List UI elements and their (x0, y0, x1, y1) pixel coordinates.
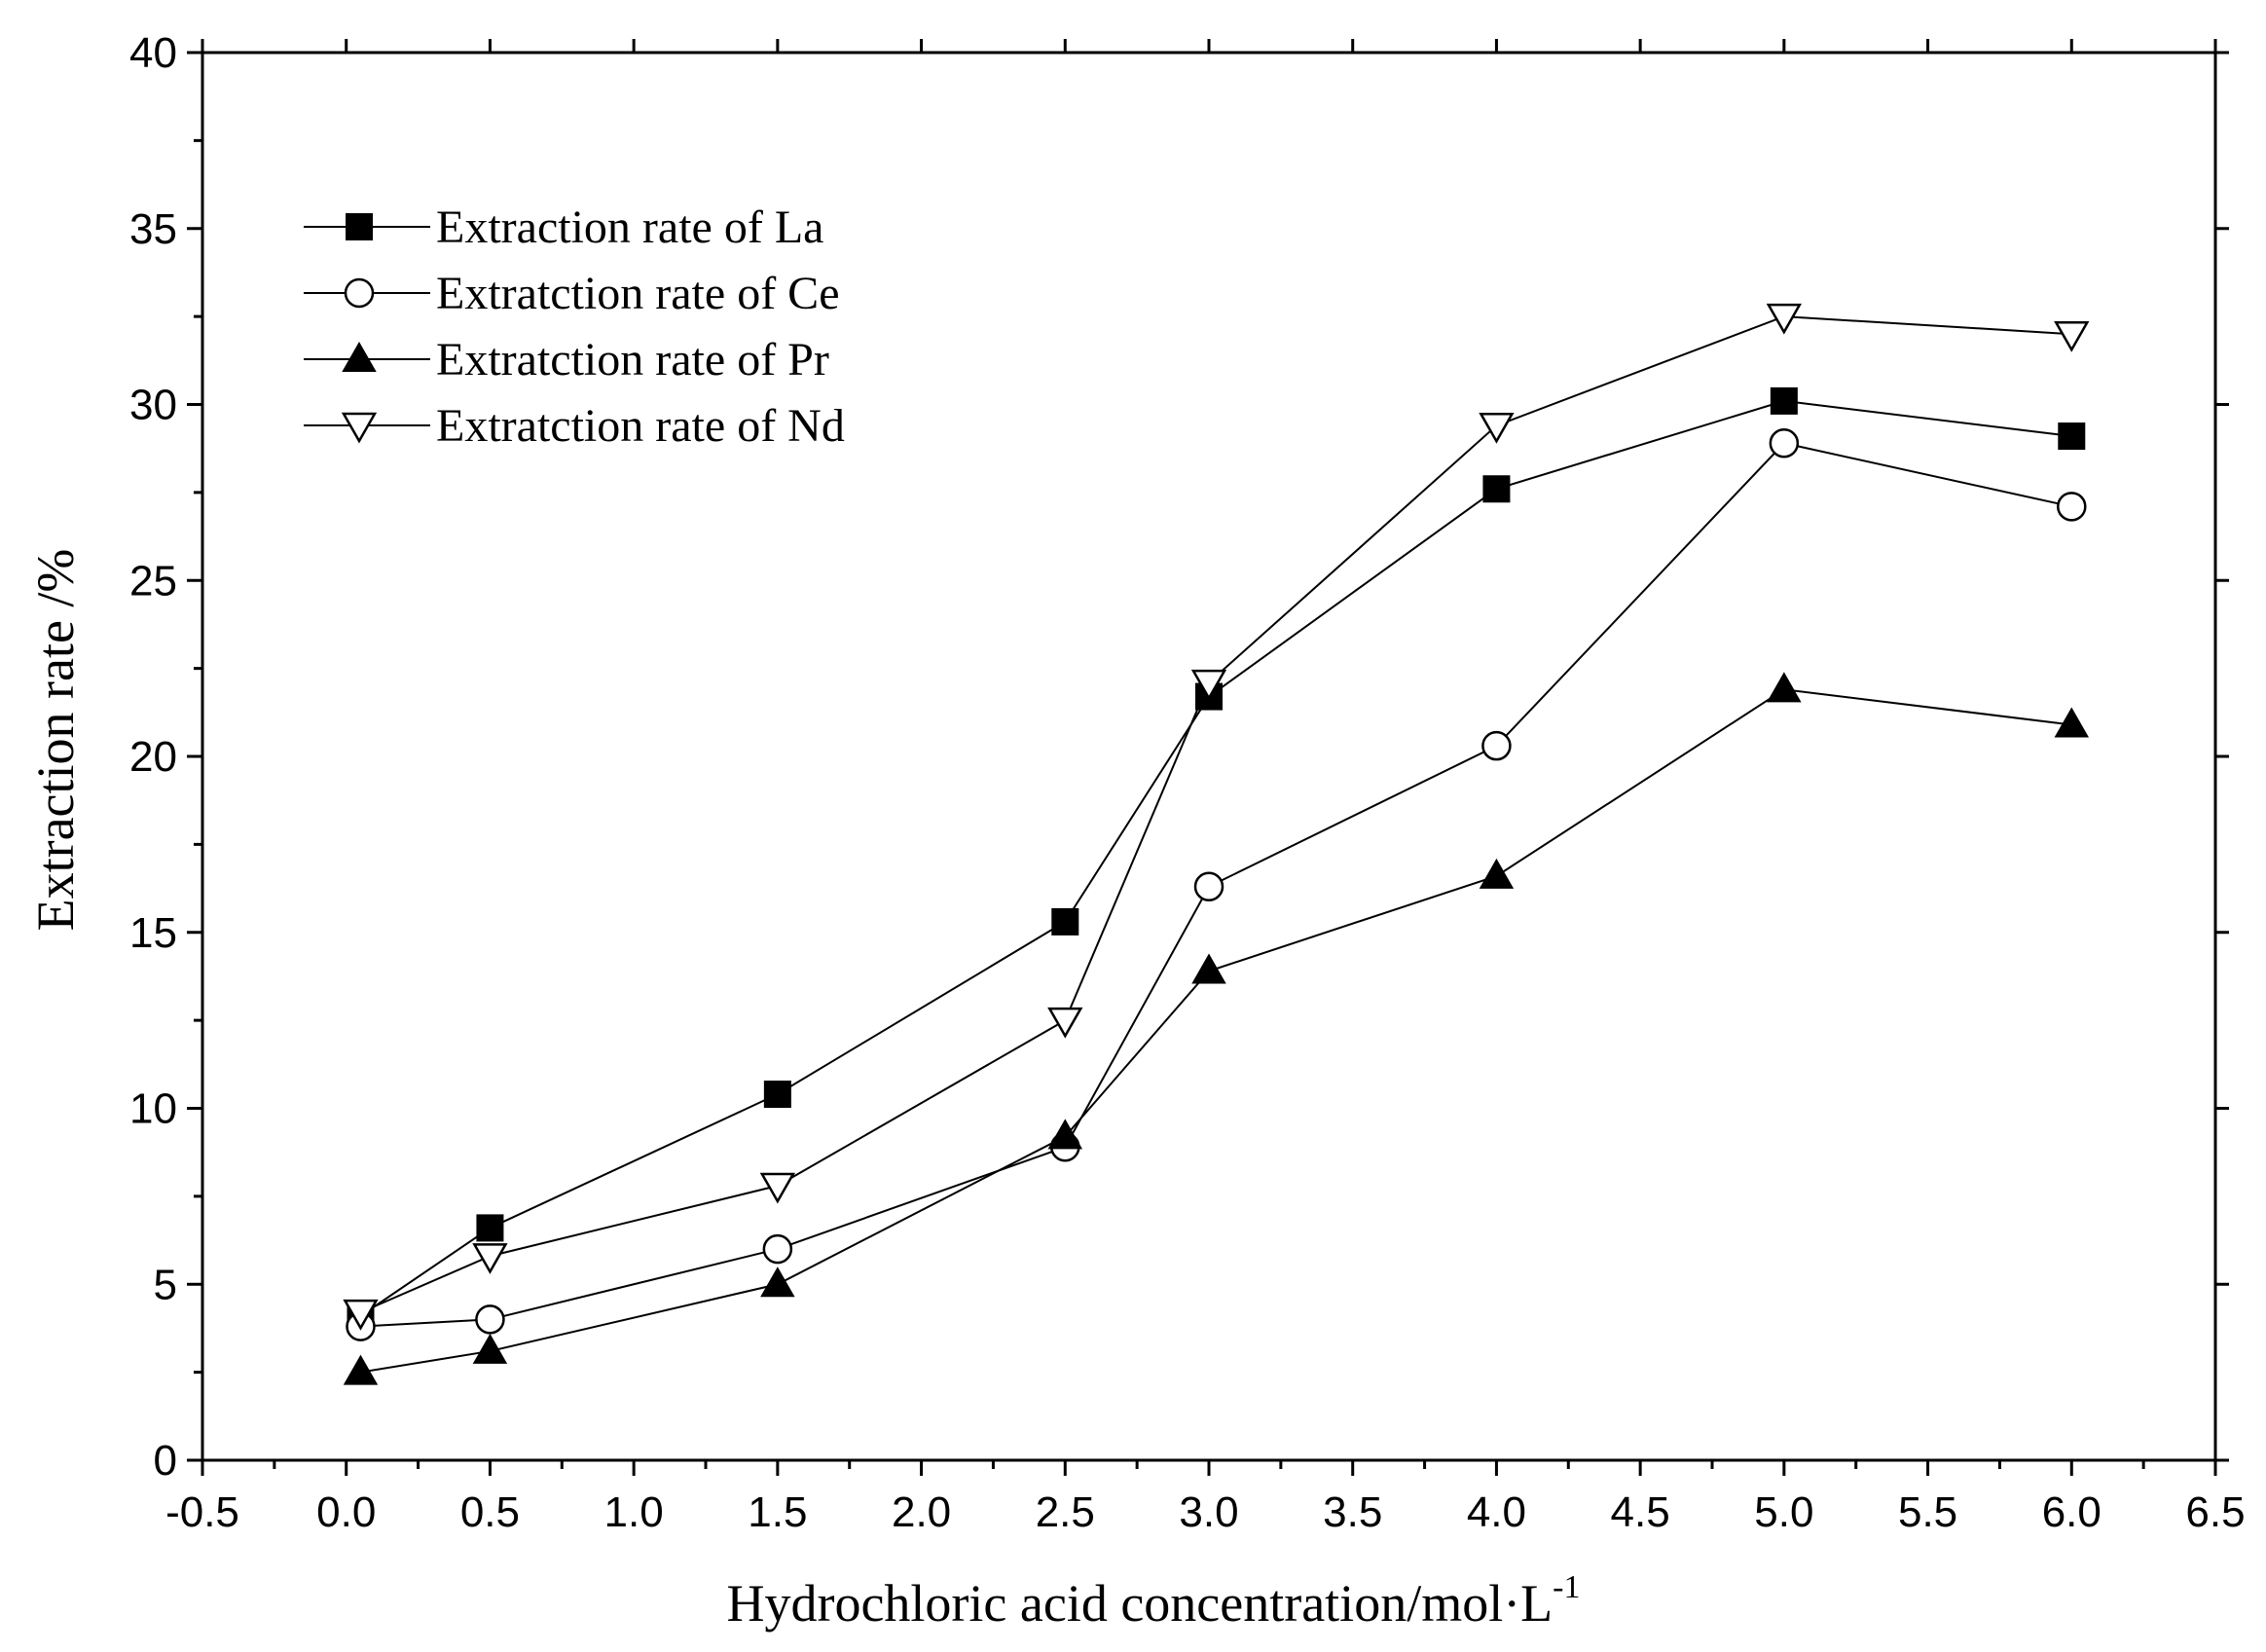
series-la (347, 386, 2086, 1330)
legend-marker (344, 277, 375, 309)
y-tick-label: 10 (129, 1085, 177, 1133)
x-tick-label: 1.5 (748, 1488, 807, 1536)
x-tick-label: 4.5 (1611, 1488, 1670, 1536)
series-line-la (359, 399, 2072, 1317)
legend-marker (342, 341, 377, 372)
y-tick-label: 15 (129, 909, 177, 957)
plot-frame (201, 51, 2217, 1462)
plot-area (201, 51, 2217, 1462)
data-point-nd (1047, 1007, 1083, 1039)
data-series (343, 303, 2090, 1385)
series-pr (343, 672, 2090, 1385)
data-point-ce (475, 1304, 505, 1335)
data-point-nd (2054, 320, 2090, 352)
x-tick-label: 5.0 (1754, 1488, 1813, 1536)
legend-label: Extratction rate of Pr (436, 334, 829, 385)
x-tick-label: 1.0 (604, 1488, 664, 1536)
y-tick-label: 40 (129, 29, 177, 77)
series-line-nd (360, 315, 2072, 1314)
legend-entry-pr: Extratction rate of Pr (304, 334, 829, 385)
y-tick-label: 5 (154, 1261, 177, 1308)
data-point-la (1482, 475, 1511, 503)
x-axis: -0.5 0.0 0.5 1.0 1.5 2.0 2.5 3.0 3.5 4.0 4.5 5.0 5.5… (165, 39, 2246, 1536)
data-point-pr (472, 1333, 508, 1364)
series-line-ce (360, 442, 2072, 1328)
data-point-pr (1479, 858, 1515, 889)
x-tick-label: 2.0 (892, 1488, 951, 1536)
legend-entry-la: Extraction rate of La (304, 202, 823, 253)
y-tick-label: 25 (129, 557, 177, 605)
legend: Extraction rate of La Extratction rate of… (304, 202, 845, 452)
x-axis-title-superscript: -1 (1553, 1569, 1580, 1605)
x-tick-label: 5.5 (1898, 1488, 1957, 1536)
data-point-pr (1047, 1119, 1083, 1150)
x-tick-label: 6.0 (2042, 1488, 2102, 1536)
data-point-nd (1479, 412, 1515, 444)
legend-entry-nd: Extratction rate of Nd (304, 400, 845, 452)
y-tick-label: 20 (129, 733, 177, 781)
data-point-ce (762, 1233, 793, 1265)
data-point-nd (343, 1299, 379, 1331)
legend-label: Extratction rate of Nd (436, 400, 845, 452)
data-point-pr (343, 1354, 379, 1385)
x-tick-label: 3.0 (1179, 1488, 1238, 1536)
x-axis-title: Hydrochloric acid concentration/mol·L-1 (726, 1569, 1580, 1633)
data-point-nd (759, 1172, 796, 1204)
data-point-ce (1769, 428, 1800, 459)
legend-marker (346, 213, 373, 240)
x-tick-label: -0.5 (165, 1488, 239, 1536)
legend-label: Extratction rate of Ce (436, 268, 840, 319)
series-ce (346, 428, 2087, 1341)
data-point-pr (1767, 672, 1802, 703)
data-point-la (763, 1081, 791, 1109)
data-point-la (2058, 422, 2086, 451)
series-line-pr (360, 688, 2072, 1374)
data-point-nd (1766, 303, 1803, 335)
x-tick-label: 6.5 (2185, 1488, 2245, 1536)
data-point-ce (1481, 730, 1512, 761)
x-tick-label: 0.5 (460, 1488, 520, 1536)
y-axis-title: Extraction rate /% (26, 549, 85, 932)
y-tick-label: 30 (129, 382, 177, 429)
x-tick-label: 0.0 (316, 1488, 376, 1536)
data-point-ce (1193, 871, 1224, 902)
series-nd (343, 303, 2090, 1331)
data-point-nd (472, 1243, 508, 1274)
x-tick-label: 2.5 (1036, 1488, 1095, 1536)
data-point-la (1051, 907, 1079, 936)
data-point-pr (2054, 707, 2090, 738)
y-axis: 0 5 10 15 20 25 30 35 40 (129, 29, 2229, 1485)
data-point-ce (2057, 492, 2087, 522)
data-point-pr (760, 1267, 795, 1298)
y-tick-label: 0 (154, 1437, 177, 1485)
data-point-pr (1191, 953, 1226, 984)
legend-marker (341, 412, 378, 444)
data-point-nd (1190, 669, 1227, 701)
legend-label: Extraction rate of La (436, 202, 823, 253)
data-point-la (476, 1214, 504, 1242)
x-tick-label: 4.0 (1467, 1488, 1526, 1536)
x-tick-label: 3.5 (1323, 1488, 1382, 1536)
data-point-la (1770, 386, 1798, 415)
legend-entry-ce: Extratction rate of Ce (304, 268, 840, 319)
y-tick-label: 35 (129, 205, 177, 253)
